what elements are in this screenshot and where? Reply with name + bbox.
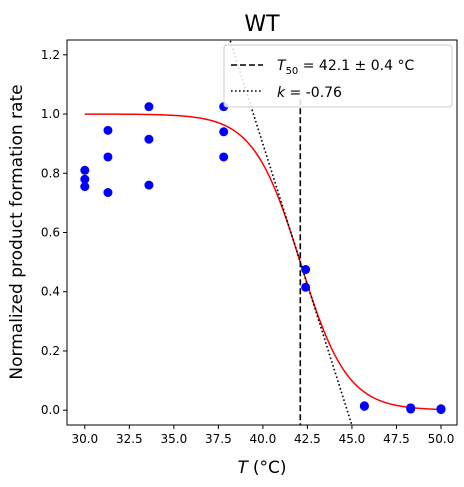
legend-slope-value: = -0.76 — [285, 85, 342, 101]
x-tick-label: 35.0 — [160, 432, 187, 446]
data-point — [436, 405, 446, 415]
data-point — [80, 174, 90, 184]
legend-t50-sub: 50 — [286, 66, 299, 77]
x-tick-label: 42.5 — [294, 432, 321, 446]
y-tick-label: 0.2 — [41, 344, 60, 358]
y-tick-label: 1.0 — [41, 107, 60, 121]
legend-t50-label: T50 = 42.1 ± 0.4 °C — [277, 58, 414, 77]
data-point — [103, 152, 113, 162]
x-tick-label: 47.5 — [383, 432, 410, 446]
data-point — [103, 125, 113, 135]
x-axis-label-var: T — [237, 458, 249, 478]
y-tick-label: 0.6 — [41, 226, 60, 240]
data-point — [80, 182, 90, 192]
data-point — [219, 127, 229, 137]
data-point — [359, 401, 369, 411]
y-axis: 0.0 0.2 0.4 0.6 0.8 1.0 1.2 — [41, 48, 67, 417]
y-tick-label: 0.4 — [41, 285, 60, 299]
data-point — [80, 165, 90, 175]
data-point — [219, 152, 229, 162]
data-point — [144, 180, 154, 190]
legend-slope-label: k = -0.76 — [277, 85, 342, 101]
data-point — [144, 102, 154, 112]
plot-area — [80, 40, 446, 425]
y-axis-label: Normalized product formation rate — [7, 84, 27, 379]
x-axis-label-unit: (°C) — [253, 458, 287, 478]
x-axis: 30.0 32.5 35.0 37.5 40.0 42.5 45.0 47.5 50.0 — [71, 425, 454, 446]
data-point — [301, 282, 311, 292]
legend-slope-prefix: k — [277, 85, 286, 101]
legend-t50-value: = 42.1 ± 0.4 °C — [298, 58, 414, 74]
fit-curve — [84, 113, 441, 411]
chart-title: WT — [244, 12, 280, 37]
x-tick-label: 32.5 — [116, 432, 143, 446]
x-tick-label: 37.5 — [205, 432, 232, 446]
x-axis-label: T (°C) — [237, 458, 286, 478]
data-point — [144, 134, 154, 144]
x-tick-label: 40.0 — [250, 432, 277, 446]
data-point — [103, 188, 113, 198]
x-tick-label: 30.0 — [71, 432, 98, 446]
x-tick-label: 50.0 — [428, 432, 455, 446]
y-tick-label: 0.8 — [41, 166, 60, 180]
legend: T50 = 42.1 ± 0.4 °C k = -0.76 — [223, 44, 453, 108]
y-tick-label: 0.0 — [41, 403, 60, 417]
legend-t50-prefix: T — [277, 58, 287, 74]
data-point — [301, 265, 311, 275]
data-point — [406, 404, 416, 414]
y-tick-label: 1.2 — [41, 48, 60, 62]
legend-box — [223, 44, 453, 108]
x-tick-label: 45.0 — [339, 432, 366, 446]
